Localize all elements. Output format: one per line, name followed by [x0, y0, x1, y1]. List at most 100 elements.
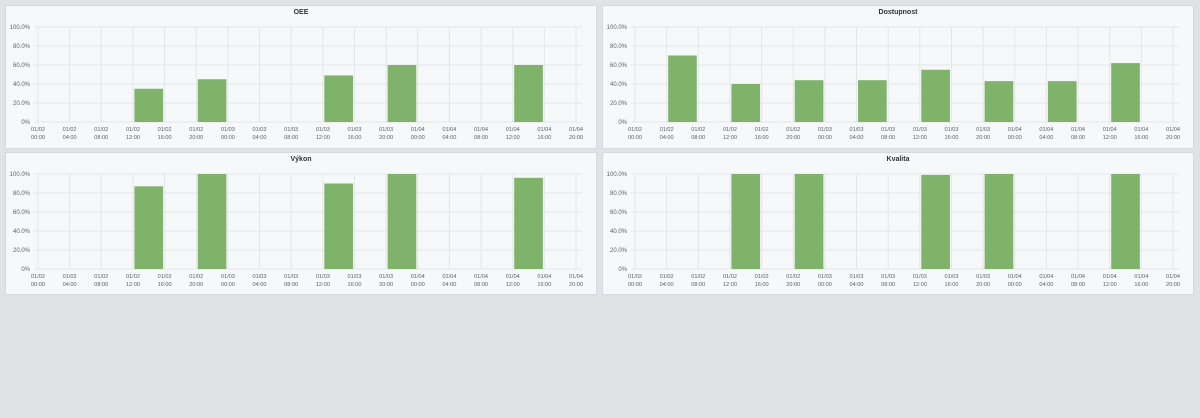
x-tick-label: 01/02 [660, 127, 674, 133]
x-tick-label: 01/03 [347, 274, 361, 280]
x-tick-label: 01/02 [158, 274, 172, 280]
bar[interactable] [514, 177, 543, 269]
x-tick-label: 20:00 [569, 135, 583, 141]
x-tick-label: 08:00 [284, 135, 298, 141]
x-tick-label: 01/04 [442, 274, 456, 280]
x-tick-label: 08:00 [881, 135, 895, 141]
y-tick-label: 100.0% [10, 172, 31, 178]
x-tick-label: 01/03 [284, 274, 298, 280]
x-tick-label: 12:00 [723, 135, 737, 141]
x-tick-label: 00:00 [1008, 135, 1022, 141]
y-tick-label: 0% [21, 120, 30, 126]
y-tick-label: 60.0% [610, 210, 628, 216]
bar[interactable] [794, 80, 824, 122]
x-tick-label: 04:00 [442, 282, 456, 288]
y-tick-label: 40.0% [13, 229, 31, 235]
bar[interactable] [921, 174, 950, 269]
x-tick-label: 01/03 [976, 274, 990, 280]
panel-dostupnost: Dostupnost 0% 20.0% 40.0% 60.0% 80.0% 100.0% 0… [602, 5, 1194, 149]
y-tick-label: 60.0% [13, 63, 31, 69]
bar[interactable] [514, 65, 543, 122]
bar[interactable] [134, 88, 164, 122]
bar[interactable] [134, 186, 164, 269]
y-tick-label: 100.0% [607, 25, 628, 31]
x-tick-label: 01/04 [506, 127, 520, 133]
bar[interactable] [921, 69, 950, 122]
x-tick-label: 04:00 [660, 282, 674, 288]
x-tick-label: 01/02 [786, 274, 800, 280]
x-tick-label: 01/04 [506, 274, 520, 280]
x-tick-label: 01/04 [1103, 274, 1117, 280]
x-tick-label: 04:00 [63, 282, 77, 288]
x-tick-label: 01/04 [1039, 127, 1053, 133]
x-tick-label: 01/02 [755, 274, 769, 280]
x-tick-label: 01/03 [944, 127, 958, 133]
x-tick-label: 01/02 [660, 274, 674, 280]
x-tick-label: 01/03 [818, 127, 832, 133]
x-tick-label: 01/04 [1166, 274, 1180, 280]
x-tick-label: 01/04 [442, 127, 456, 133]
x-tick-label: 04:00 [442, 135, 456, 141]
x-tick-label: 16:00 [537, 282, 551, 288]
y-tick-label: 20.0% [610, 101, 628, 107]
y-tick-label: 80.0% [610, 44, 628, 50]
bar[interactable] [197, 79, 227, 122]
bar[interactable] [984, 81, 1014, 122]
x-tick-label: 01/02 [755, 127, 769, 133]
x-tick-label: 01/02 [786, 127, 800, 133]
x-tick-label: 01/03 [976, 127, 990, 133]
x-tick-label: 20:00 [189, 135, 203, 141]
bar[interactable] [197, 174, 227, 269]
x-tick-label: 01/04 [474, 127, 488, 133]
panel-title: Výkon [290, 156, 312, 163]
bar[interactable] [324, 183, 353, 270]
x-tick-label: 16:00 [1134, 135, 1148, 141]
x-tick-label: 16:00 [755, 282, 769, 288]
bar[interactable] [1047, 81, 1077, 122]
x-tick-label: 01/02 [126, 274, 140, 280]
x-tick-label: 01/02 [31, 274, 45, 280]
panel-title: Kvalita [886, 156, 910, 163]
x-tick-label: 01/04 [1071, 127, 1085, 133]
y-tick-label: 60.0% [13, 210, 31, 216]
x-tick-label: 08:00 [474, 282, 488, 288]
x-tick-label: 01/04 [537, 127, 551, 133]
kvalita-chart: 0% 20.0% 40.0% 60.0% 80.0% 100.0% 01/02 00:00 01… [607, 172, 1180, 288]
x-tick-label: 01/02 [691, 274, 705, 280]
x-tick-label: 12:00 [913, 135, 927, 141]
x-tick-label: 01/04 [1071, 274, 1085, 280]
x-tick-label: 01/04 [1008, 127, 1022, 133]
dostupnost-chart: 0% 20.0% 40.0% 60.0% 80.0% 100.0% 01/02 00:00 01… [607, 25, 1180, 141]
x-tick-label: 12:00 [316, 282, 330, 288]
bar[interactable] [794, 174, 824, 269]
x-tick-label: 00:00 [818, 135, 832, 141]
x-tick-label: 01/02 [723, 274, 737, 280]
bar[interactable] [668, 55, 697, 123]
bar[interactable] [858, 80, 887, 122]
bar[interactable] [1111, 63, 1140, 122]
bar[interactable] [324, 75, 353, 122]
x-tick-label: 01/02 [158, 127, 172, 133]
bar[interactable] [1111, 174, 1140, 269]
bar[interactable] [731, 174, 761, 269]
bar[interactable] [387, 174, 417, 269]
x-tick-label: 00:00 [1008, 282, 1022, 288]
x-tick-label: 01/02 [94, 127, 108, 133]
x-tick-label: 01/03 [347, 127, 361, 133]
x-tick-label: 01/04 [569, 274, 583, 280]
y-tick-label: 20.0% [610, 248, 628, 254]
x-tick-label: 01/04 [1008, 274, 1022, 280]
x-tick-label: 04:00 [63, 135, 77, 141]
y-tick-label: 0% [21, 267, 30, 273]
x-tick-label: 12:00 [316, 135, 330, 141]
bar[interactable] [387, 65, 417, 122]
bar[interactable] [731, 84, 761, 122]
x-tick-label: 01/02 [94, 274, 108, 280]
y-tick-label: 40.0% [13, 82, 31, 88]
bar[interactable] [984, 174, 1014, 269]
x-tick-label: 08:00 [881, 282, 895, 288]
x-tick-label: 01/02 [63, 127, 77, 133]
x-tick-label: 01/04 [411, 274, 425, 280]
x-tick-label: 16:00 [347, 135, 361, 141]
x-tick-label: 20:00 [379, 282, 393, 288]
